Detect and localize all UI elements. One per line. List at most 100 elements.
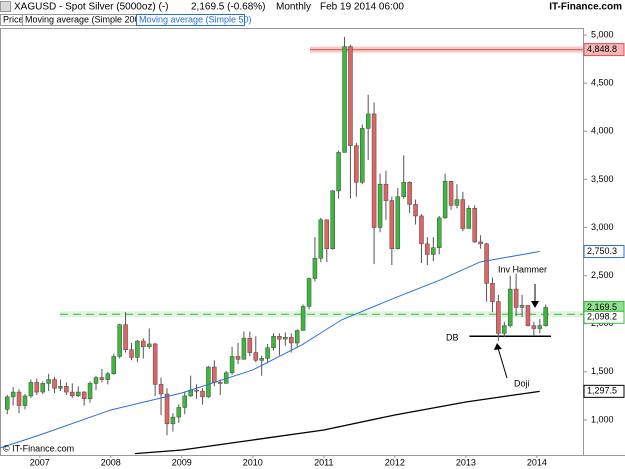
candle-body	[425, 243, 430, 255]
x-tick-label: 2010	[243, 457, 263, 467]
candle-body	[537, 325, 543, 329]
candle-body	[448, 181, 454, 206]
candle-body	[76, 391, 81, 397]
arrow	[497, 347, 508, 379]
x-tick-label: 2011	[314, 457, 333, 467]
candle-body	[235, 356, 241, 360]
candle-body	[147, 343, 152, 348]
menu-icon[interactable]	[0, 1, 11, 12]
candle-body	[460, 199, 466, 229]
candle-body	[289, 336, 294, 344]
candle-body	[93, 377, 99, 384]
y-tick-label: 3,500	[591, 174, 614, 184]
candle-body	[40, 383, 45, 393]
level-label: 1,297.5	[587, 386, 617, 396]
candle-body	[81, 391, 87, 400]
candle-body	[34, 382, 40, 393]
annotation: Inv Hammer	[498, 264, 547, 274]
copyright: © IT-Finance.com	[3, 443, 74, 453]
plot	[0, 36, 583, 455]
candle-body	[182, 395, 188, 408]
x-tick-label: 2013	[456, 457, 476, 467]
candle-body	[466, 208, 472, 229]
candle-body	[371, 113, 377, 228]
candle-body	[64, 386, 69, 393]
level-label: 2,750.3	[587, 246, 617, 256]
candle-body	[16, 391, 22, 406]
x-tick-label: 2009	[172, 457, 192, 467]
brand: IT-Finance.com	[549, 2, 622, 13]
candle-body	[525, 305, 531, 326]
candle-body	[46, 379, 51, 384]
candle-body	[129, 349, 134, 358]
y-tick-label: 1,500	[591, 366, 614, 376]
candle-body	[283, 336, 288, 340]
candle-body	[478, 241, 483, 245]
candle-body	[253, 352, 259, 361]
timestamp: Feb 19 2014 06:00	[320, 2, 404, 13]
y-tick-label: 1,000	[591, 414, 614, 424]
candle-body	[389, 200, 395, 249]
candle-body	[212, 366, 217, 383]
candle-body	[4, 396, 10, 410]
candle-body	[419, 215, 424, 245]
quote: 2,169.5 (-0.68%)	[191, 2, 266, 13]
candle-body	[312, 258, 318, 279]
candle-body	[277, 335, 282, 340]
legend-item: Price	[3, 14, 24, 24]
candle-body	[383, 183, 389, 201]
candle-body	[176, 407, 182, 418]
candle-body	[123, 324, 128, 350]
legend-box[interactable]	[136, 14, 245, 26]
candle-body	[436, 217, 442, 248]
candle-body	[401, 182, 406, 197]
candle-body	[111, 356, 117, 375]
x-tick-label: 2008	[101, 457, 121, 467]
candle-body	[247, 337, 253, 353]
candle-body	[336, 152, 341, 192]
candle-body	[218, 382, 223, 384]
level-box	[583, 384, 625, 398]
candle-body	[229, 356, 235, 374]
legend-item: Moving average (Simple 200)	[25, 14, 143, 24]
candle-body	[318, 219, 324, 259]
level-label: 2,098.2	[587, 312, 617, 322]
candle-body	[22, 395, 28, 406]
candle-body	[99, 377, 105, 380]
candle-body	[395, 196, 401, 249]
level-label: 2,169.5	[587, 302, 617, 312]
candle-body	[543, 307, 548, 326]
candle-body	[502, 325, 507, 334]
candle-body	[58, 386, 63, 389]
moving-average	[0, 251, 540, 449]
period: Monthly	[276, 2, 311, 13]
candle-body	[152, 343, 158, 385]
candle-body	[519, 305, 525, 308]
arrow-head	[494, 343, 502, 350]
candle-body	[348, 46, 353, 146]
candle-body	[158, 384, 164, 395]
candle-body	[490, 283, 495, 302]
candle-body	[271, 335, 276, 349]
candle-body	[324, 219, 330, 249]
candle-body	[117, 324, 122, 357]
candle-body	[365, 113, 371, 129]
y-tick-label: 4,000	[591, 126, 614, 136]
candle-body	[531, 325, 537, 329]
level-box	[583, 245, 625, 259]
y-tick-label: 4,500	[591, 78, 614, 88]
candle-body	[360, 128, 365, 183]
candle-body	[294, 330, 300, 344]
candle-body	[141, 340, 146, 348]
candle-body	[87, 383, 93, 400]
candle-body	[330, 190, 335, 249]
candle-body	[241, 337, 247, 360]
candle-body	[10, 391, 16, 398]
candle-body	[135, 340, 140, 358]
moving-average	[134, 390, 540, 455]
candle-body	[407, 182, 412, 205]
candle-body	[513, 288, 519, 308]
candle-body	[454, 199, 460, 206]
